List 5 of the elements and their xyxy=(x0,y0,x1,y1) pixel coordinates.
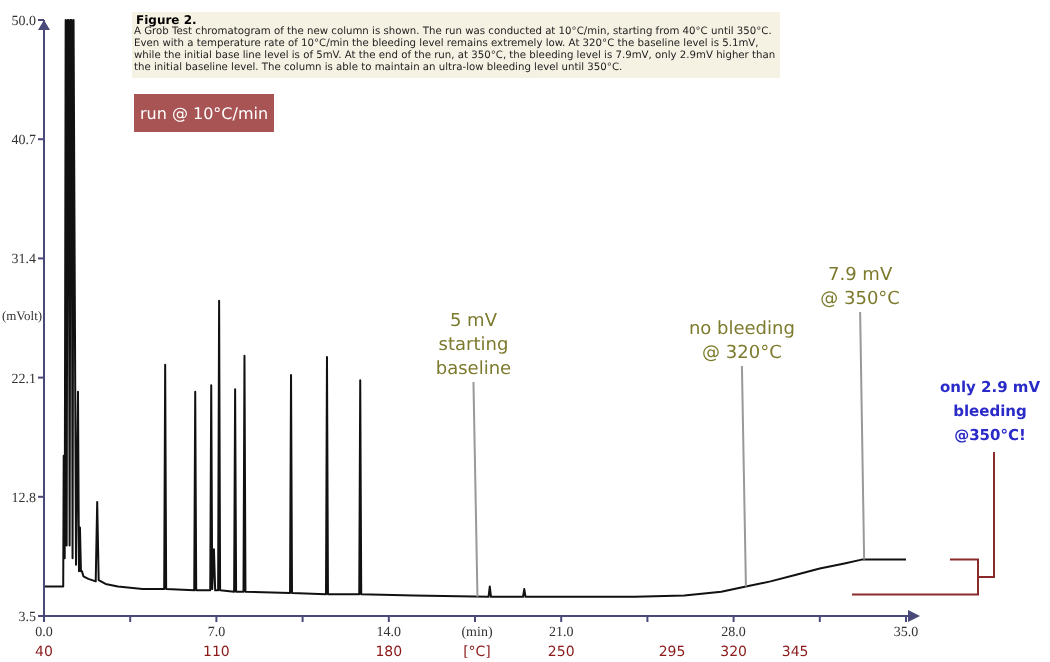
annotation: no bleeding @ 320°C xyxy=(688,320,795,364)
annotation: 5 mV starting baseline xyxy=(435,312,513,380)
annotation: 7.9 mV @ 350°C xyxy=(820,266,900,310)
annotation: run @ 10°C/min xyxy=(139,105,269,123)
line-series xyxy=(43,19,907,598)
